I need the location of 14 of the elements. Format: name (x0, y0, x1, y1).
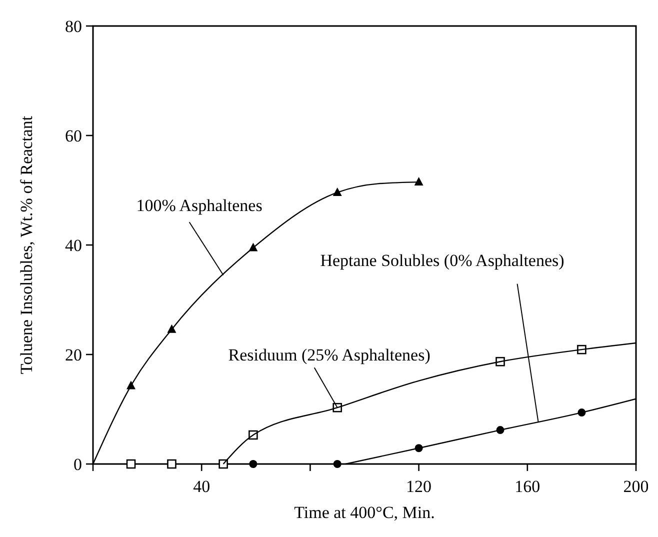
x-tick-label: 40 (193, 477, 210, 496)
annotation: Heptane Solubles (0% Asphaltenes) (320, 250, 564, 270)
annotation: Residuum (25% Asphaltenes) (228, 346, 430, 365)
annotation: 100% Asphaltenes (136, 196, 262, 216)
x-axis-title: Time at 400°C, Min. (294, 503, 435, 522)
y-tick-label: 20 (65, 346, 82, 364)
y-tick-label: 40 (65, 236, 82, 255)
y-tick-label: 60 (65, 126, 82, 146)
x-tick-label: 160 (514, 477, 540, 496)
y-axis-title: Toluene Insolubles, Wt.% of Reactant (17, 116, 36, 374)
y-tick-label: 0 (74, 455, 82, 474)
x-tick-label: 200 (623, 477, 649, 496)
y-tick-label: 80 (65, 17, 82, 36)
x-tick-label: 120 (406, 477, 432, 496)
